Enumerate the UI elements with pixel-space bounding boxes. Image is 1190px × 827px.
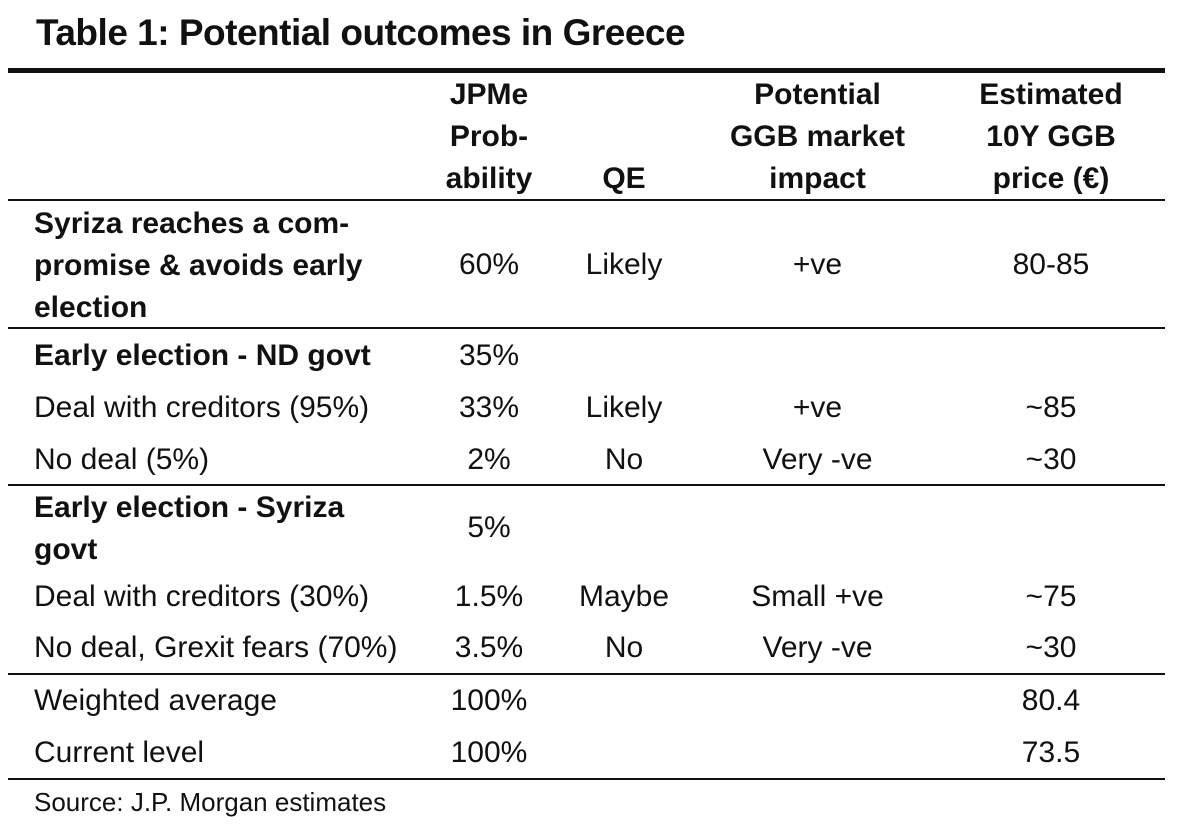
- table-cell-price: ~85: [1025, 391, 1077, 424]
- table-cell-impact: Small +ve: [751, 580, 884, 613]
- bottom-rule: [8, 778, 1165, 780]
- table-cell-price: ~75: [1025, 580, 1077, 613]
- section-rule: [8, 484, 1165, 486]
- table-cell-qe: Likely: [585, 391, 663, 424]
- table-row-label: Deal with creditors (95%): [34, 391, 370, 424]
- table-cell-qe: No: [604, 631, 644, 664]
- table-row-label: Syriza reaches a com- promise & avoids e…: [34, 207, 363, 324]
- table-cell-impact: +ve: [792, 391, 843, 424]
- header-probability: JPMe Prob- ability: [445, 78, 533, 195]
- table-cell-impact: +ve: [792, 248, 843, 281]
- table-cell-probability: 5%: [467, 511, 511, 544]
- top-rule: [8, 68, 1165, 73]
- table-cell-probability: 3.5%: [454, 631, 524, 664]
- table-cell-price: ~30: [1025, 443, 1077, 476]
- table-row-label: Weighted average: [34, 684, 277, 717]
- table-cell-probability: 1.5%: [454, 580, 524, 613]
- table-row-label: Early election - Syriza govt: [34, 491, 345, 566]
- table-cell-impact: Very -ve: [762, 631, 873, 664]
- table-cell-probability: 2%: [467, 443, 511, 476]
- header-price: Estimated 10Y GGB price (€): [979, 78, 1123, 195]
- table-row-label: Early election - ND govt: [34, 339, 371, 372]
- table-cell-probability: 35%: [458, 339, 520, 372]
- section-rule: [8, 327, 1165, 329]
- table-cell-price: 80-85: [1012, 248, 1090, 281]
- table-row-label: No deal, Grexit fears (70%): [34, 631, 398, 664]
- header-qe: QE: [602, 162, 646, 195]
- table-cell-qe: Likely: [585, 248, 663, 281]
- table-cell-probability: 100%: [450, 684, 528, 717]
- header-rule: [8, 199, 1165, 201]
- table-cell-price: 73.5: [1021, 736, 1081, 769]
- source-note: Source: J.P. Morgan estimates: [34, 787, 387, 817]
- section-rule: [8, 673, 1165, 675]
- table-cell-qe: No: [604, 443, 644, 476]
- table-cell-qe: Maybe: [578, 580, 670, 613]
- table-row-label: Current level: [34, 736, 205, 769]
- table-cell-price: ~30: [1025, 631, 1077, 664]
- table-cell-impact: Very -ve: [762, 443, 873, 476]
- table-row-label: Deal with creditors (30%): [34, 580, 370, 613]
- table-cell-probability: 100%: [450, 736, 528, 769]
- table-cell-probability: 33%: [458, 391, 520, 424]
- table-title: Table 1: Potential outcomes in Greece: [36, 12, 686, 53]
- header-impact: Potential GGB market impact: [729, 78, 906, 195]
- table-row-label: No deal (5%): [34, 443, 210, 476]
- table-cell-probability: 60%: [458, 248, 520, 281]
- table-cell-price: 80.4: [1021, 684, 1081, 717]
